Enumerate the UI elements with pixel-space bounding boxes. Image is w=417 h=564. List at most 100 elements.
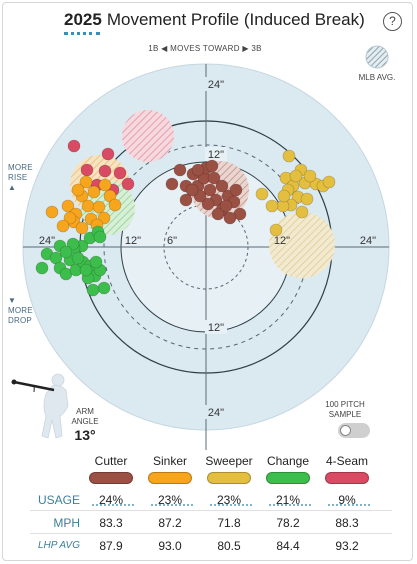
pill-sinker: [148, 472, 192, 484]
arm-angle-figure: [8, 370, 98, 450]
ring-labels: 24" 12" 24" 12" 6" 12" 24" 12" 24": [36, 77, 376, 419]
pitch-dot-sinker: [79, 175, 93, 189]
ring-label-right-24: 24": [360, 235, 376, 247]
pitch-dot-sweeper: [300, 192, 314, 206]
sample-label: 100 PITCH SAMPLE: [325, 400, 365, 419]
pitch-dot-change: [97, 281, 111, 295]
pitch-dot-sinker: [45, 205, 59, 219]
pitch-dot-sinker: [92, 200, 106, 214]
ring-label-top-24: 24": [208, 79, 224, 91]
lhp-avg-fourseam: 93.2: [335, 539, 359, 553]
pitch-dot-sweeper: [269, 223, 283, 237]
usage-sweeper: 23%: [216, 493, 242, 507]
pitch-dot-sweeper: [282, 149, 296, 163]
ring-label-bottom-12: 12": [208, 322, 224, 334]
col-header-sinker: Sinker: [152, 454, 187, 468]
pitch-dot-cutter: [185, 183, 199, 197]
more-rise-text: MORE RISE: [8, 163, 33, 182]
usage-cutter: 24%: [98, 493, 124, 507]
pitch-dot-cutter: [207, 171, 221, 185]
moves-toward-label: 1B ◀ MOVES TOWARD ▶ 3B: [148, 44, 262, 53]
ring-label-left-12: 12": [125, 235, 141, 247]
pitch-dot-sweeper: [289, 169, 303, 183]
pitch-dot-sinker: [87, 185, 101, 199]
mph-fourseam: 88.3: [335, 516, 359, 530]
lhp-avg-cutter: 87.9: [99, 539, 123, 553]
help-button[interactable]: ?: [383, 12, 402, 31]
pitch-dot-sinker: [71, 183, 85, 197]
usage-fourseam: 9%: [338, 493, 356, 507]
pitch-dot-sweeper: [255, 187, 269, 201]
more-drop-label: ▼ MORE DROP: [8, 296, 38, 326]
pitch-dot-change: [86, 283, 100, 297]
col-header-sweeper: Sweeper: [205, 454, 253, 468]
mph-sinker: 87.2: [158, 516, 182, 530]
col-header-cutter: Cutter: [94, 454, 128, 468]
pitch-dot-cutter: [191, 163, 205, 177]
lhp-avg-change: 84.4: [276, 539, 300, 553]
pitch-dot-change: [35, 261, 49, 275]
pitch-dot-cutter: [211, 207, 225, 221]
mph-cutter: 83.3: [99, 516, 123, 530]
pitch-dot-cutter: [203, 183, 217, 197]
pitch-dot-change: [59, 245, 73, 259]
pitch-dot-change: [89, 255, 103, 269]
pitch-dot-change: [66, 237, 80, 251]
pitch-dot-sweeper: [303, 169, 317, 183]
pitcher-silhouette-icon: [11, 373, 69, 439]
ring-label-top-12: 12": [208, 149, 224, 161]
ring-label-bottom-24: 24": [208, 407, 224, 419]
row-divider: [30, 510, 392, 511]
pitch-dot-sweeper: [295, 205, 309, 219]
pitch-dot-fourseam: [101, 147, 115, 161]
pitch-dot-sinker: [61, 199, 75, 213]
usage-underline: [269, 504, 311, 506]
pitch-dot-cutter: [201, 197, 215, 211]
title-block: 2025 Movement Profile (Induced Break): [64, 10, 365, 35]
pitch-dot-sweeper: [277, 189, 291, 203]
pitch-dot-cutter: [215, 179, 229, 193]
pitch-dot-fourseam: [67, 139, 81, 153]
pitch-dot-sweeper: [322, 175, 336, 189]
pitch-dot-sinker: [98, 178, 112, 192]
usage-underline: [210, 504, 252, 506]
pitch-dot-sinker: [108, 198, 122, 212]
year-underline: [64, 32, 100, 35]
mph-change: 78.2: [276, 516, 300, 530]
pitch-dots: [35, 139, 336, 297]
pitch-dot-cutter: [229, 183, 243, 197]
arm-angle-value: 13°: [74, 427, 96, 443]
more-drop-text: MORE DROP: [8, 306, 33, 325]
pitch-dot-cutter: [179, 193, 193, 207]
more-rise-label: MORE RISE ▲: [8, 163, 38, 193]
movement-plot: 24" 12" 24" 12" 6" 12" 24" 12" 24": [22, 63, 390, 450]
pitch-dot-fourseam: [113, 166, 127, 180]
sample-toggle[interactable]: [338, 423, 370, 438]
pitch-dot-sinker: [81, 199, 95, 213]
pitch-dot-fourseam: [80, 163, 94, 177]
pitch-dot-cutter: [165, 177, 179, 191]
lhp-avg-sinker: 93.0: [158, 539, 182, 553]
pill-fourseam: [325, 472, 369, 484]
pitch-dot-sinker: [56, 219, 70, 233]
title-text: Movement Profile (Induced Break): [106, 10, 365, 29]
pill-cutter: [89, 472, 133, 484]
usage-underline: [92, 504, 134, 506]
col-header-fourseam: 4-Seam: [325, 454, 369, 468]
pitch-dot-cutter: [219, 199, 233, 213]
mlb-avg-label: MLB AVG.: [358, 73, 396, 82]
ring-label-left-24: 24": [39, 235, 55, 247]
row-label-lhp-avg: LHP AVG: [37, 540, 80, 551]
mlb-avg-legend: MLB AVG.: [352, 44, 402, 82]
pitch-dot-change: [79, 263, 93, 277]
page-title: 2025 Movement Profile (Induced Break): [64, 10, 365, 30]
arm-angle-label: ARM ANGLE: [71, 407, 99, 426]
usage-underline: [328, 504, 370, 506]
pitch-dot-cutter: [205, 159, 219, 173]
pitch-dot-cutter: [223, 211, 237, 225]
pitch-dot-sinker: [63, 211, 77, 225]
ring-label-left-6: 6": [167, 235, 177, 247]
usage-underline: [151, 504, 193, 506]
pitch-dot-sinker: [75, 221, 89, 235]
pitch-dot-fourseam: [98, 164, 112, 178]
